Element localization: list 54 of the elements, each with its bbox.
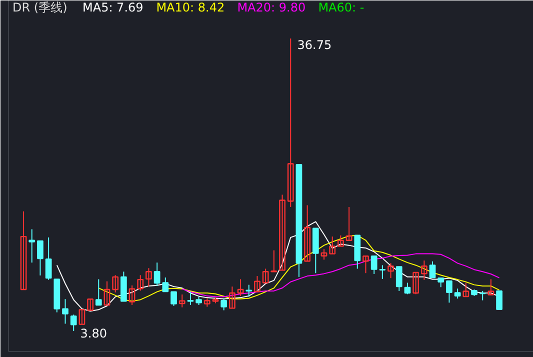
candlestick <box>479 290 486 301</box>
candlestick <box>187 291 194 306</box>
candlestick <box>446 280 452 304</box>
candlestick <box>270 250 278 272</box>
candlestick <box>404 282 411 295</box>
candlestick <box>412 272 419 295</box>
candlestick <box>254 276 260 292</box>
candlestick <box>262 268 269 284</box>
candlestick <box>396 266 402 292</box>
candlestick <box>78 309 86 325</box>
candlestick <box>279 194 286 271</box>
candlestick <box>346 206 352 241</box>
candlestick <box>454 288 461 300</box>
candlestick <box>420 260 428 280</box>
candlestick <box>338 234 344 247</box>
candlestick <box>488 278 494 296</box>
candlestick <box>496 290 502 310</box>
candlestick <box>246 284 252 298</box>
candlestick <box>95 278 102 306</box>
candlestick <box>229 286 236 309</box>
candlestick <box>370 256 378 274</box>
candlestick <box>62 298 68 324</box>
candlestick <box>70 314 77 332</box>
text: MA5: 7.69 <box>82 0 144 14</box>
candlestick <box>304 204 310 262</box>
legend-label: MA60: - <box>318 0 364 14</box>
candlestick <box>379 264 386 280</box>
candlestick <box>362 256 369 274</box>
candlestick <box>220 298 228 311</box>
annotation: 3.80 <box>80 326 107 341</box>
candlestick <box>137 274 144 292</box>
candlestick <box>287 38 294 208</box>
candlestick <box>104 280 110 306</box>
candlestick <box>146 268 152 288</box>
candlestick <box>178 294 186 308</box>
text: MA20: 9.80 <box>237 0 306 14</box>
candlestick <box>45 236 52 280</box>
candlestick <box>112 274 119 293</box>
candlestick <box>388 262 394 279</box>
candlestick <box>237 278 244 296</box>
candlestick <box>170 291 177 306</box>
candlestick <box>28 228 36 264</box>
candlestick <box>20 210 27 290</box>
candlestick <box>329 236 336 254</box>
candlestick <box>429 260 436 278</box>
candlestick <box>320 248 328 260</box>
chart-title: DR (季线) <box>12 0 68 14</box>
candlestick <box>438 277 444 288</box>
annotation: 36.75 <box>297 38 332 52</box>
candlestick <box>128 284 136 306</box>
candlestick <box>37 240 44 276</box>
candlestick <box>87 298 94 311</box>
text: MA10: 8.42 <box>156 0 225 14</box>
candlestick <box>462 282 470 298</box>
